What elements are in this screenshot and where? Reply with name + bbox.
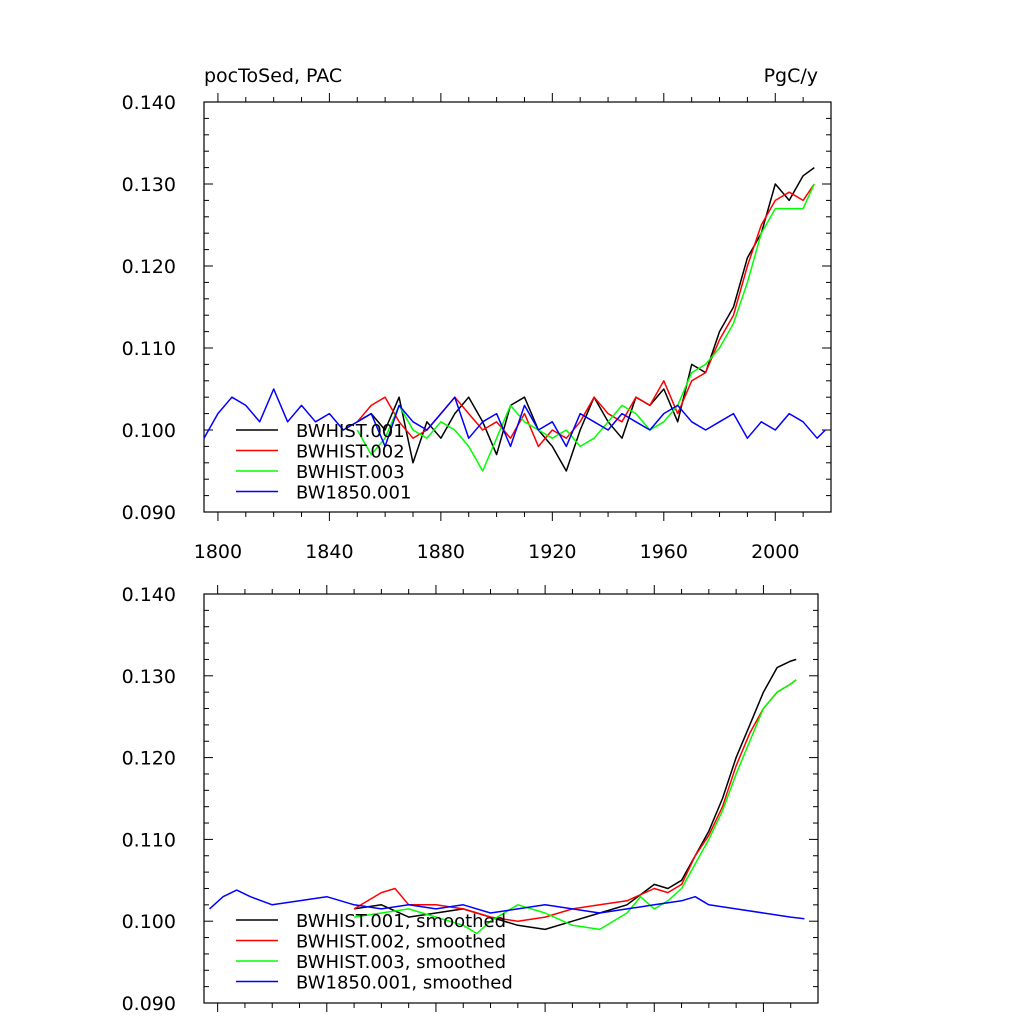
y-tick-label: 0.100: [122, 420, 176, 442]
y-tick-label: 0.140: [122, 584, 176, 606]
variable-region-label: pocToSed, PAC: [204, 65, 342, 87]
legend-label: BWHIST.002, smoothed: [296, 932, 506, 953]
series-line-bwhist-001-smoothed: [353, 658, 797, 931]
y-tick-label: 0.100: [122, 911, 176, 933]
series-line-bwhist-002-smoothed: [353, 679, 797, 922]
y-tick-label: 0.110: [122, 338, 176, 360]
y-tick-label: 0.120: [122, 748, 176, 770]
legend-label: BWHIST.002: [296, 442, 405, 463]
annual-panel: 0.090 0.100 0.110 0.120 0.130 0.140 1800 1840 18…: [122, 92, 832, 563]
series-line-bwhist-001: [356, 166, 815, 472]
plot-frame: [203, 101, 832, 513]
legend-label: BWHIST.003, smoothed: [296, 952, 506, 973]
legend-label: BW1850.001, smoothed: [296, 973, 513, 994]
y-tick-label: 0.120: [122, 256, 176, 278]
series-line-bw1850-001-smoothed: [208, 889, 805, 920]
smoothed-panel: 0.090 0.100 0.110 0.120 0.130 0.140 BWHIST.001…: [122, 584, 819, 1015]
series-line-bwhist-003: [356, 183, 815, 472]
series-line-bw1850-001: [203, 388, 826, 448]
legend-label: BWHIST.001: [296, 421, 405, 442]
x-tick-label: 2000: [751, 541, 799, 563]
y-tick-label: 0.140: [122, 92, 176, 114]
x-tick-label: 1800: [194, 541, 242, 563]
x-tick-label: 1840: [305, 541, 353, 563]
series-line-bwhist-003-smoothed: [353, 679, 797, 935]
series-line-bwhist-002: [356, 183, 815, 448]
x-tick-label: 1960: [640, 541, 688, 563]
plot-frame: [203, 593, 819, 1004]
x-tick-label: 1920: [528, 541, 576, 563]
y-tick-label: 0.090: [122, 502, 176, 524]
legend-label: BW1850.001: [296, 483, 411, 504]
y-tick-label: 0.110: [122, 829, 176, 851]
y-tick-label: 0.130: [122, 174, 176, 196]
legend-label: BWHIST.003: [296, 462, 405, 483]
x-tick-label: 1880: [417, 541, 465, 563]
y-tick-label: 0.090: [122, 993, 176, 1015]
legend-label: BWHIST.001, smoothed: [296, 911, 506, 932]
y-tick-label: 0.130: [122, 666, 176, 688]
units-label: PgC/y: [764, 65, 818, 87]
